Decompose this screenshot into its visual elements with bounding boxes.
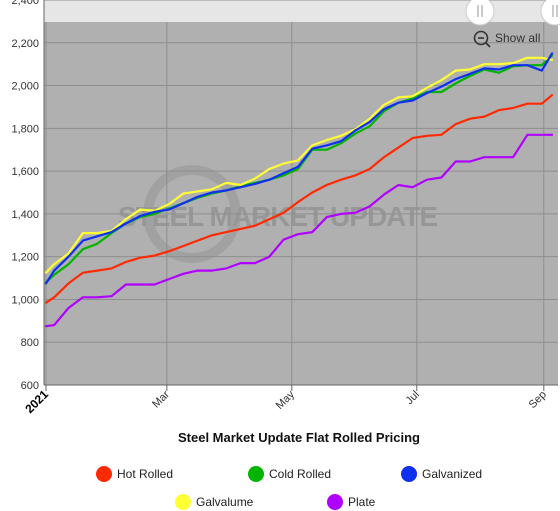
- show-all-button[interactable]: Show all: [473, 30, 541, 48]
- navigator-handle-icon[interactable]: [540, 0, 560, 26]
- series-line-hot-rolled[interactable]: [44, 94, 554, 304]
- series-line-galvalume[interactable]: [44, 56, 554, 274]
- legend-label: Galvalume: [196, 495, 254, 509]
- y-tick-label: 1,200: [11, 252, 39, 264]
- y-axis: 600 800 1,000 1,200 1,400 1,600 1,800 2,000 2,20…: [11, 0, 45, 392]
- x-tick-label: May: [274, 388, 298, 412]
- x-axis: 2021 Mar May Jul Sep: [22, 384, 558, 416]
- legend: Hot Rolled Cold Rolled Galvanized Galvalume…: [96, 466, 482, 510]
- legend-marker: [248, 466, 264, 482]
- legend-item-galvanized[interactable]: Galvanized: [401, 466, 482, 482]
- y-tick-label: 2,200: [11, 38, 39, 50]
- grid-layer: [44, 0, 558, 385]
- zoom-out-icon[interactable]: [473, 30, 489, 46]
- chart-title: Steel Market Update Flat Rolled Pricing: [178, 430, 420, 445]
- legend-marker: [327, 494, 343, 510]
- series-line-galvanized[interactable]: [44, 52, 554, 285]
- legend-label: Galvanized: [422, 467, 482, 481]
- y-tick-label: 800: [21, 337, 39, 349]
- x-tick-label: Sep: [527, 389, 549, 411]
- legend-marker: [401, 466, 417, 482]
- legend-label: Hot Rolled: [117, 467, 173, 481]
- series-layer: [44, 52, 554, 328]
- y-tick-label: 600: [21, 380, 39, 392]
- navigator-handle-icon[interactable]: [465, 0, 495, 26]
- navigator-handle-right[interactable]: [540, 0, 560, 26]
- show-all-label[interactable]: Show all: [495, 31, 540, 45]
- navigator-bar[interactable]: [44, 0, 558, 22]
- legend-marker: [96, 466, 112, 482]
- navigator-handle-left[interactable]: [465, 0, 495, 26]
- legend-label: Plate: [348, 495, 376, 509]
- y-tick-label: 1,600: [11, 166, 39, 178]
- legend-marker: [175, 494, 191, 510]
- y-tick-label: 1,400: [11, 209, 39, 221]
- legend-item-cold-rolled[interactable]: Cold Rolled: [248, 466, 331, 482]
- x-tick-label: Jul: [403, 389, 421, 407]
- x-tick-label: Mar: [150, 388, 172, 410]
- watermark-text: STEEL MARKET UPDATE: [118, 201, 437, 232]
- legend-item-plate[interactable]: Plate: [327, 494, 376, 510]
- y-tick-label: 2,400: [11, 0, 39, 7]
- series-line-plate[interactable]: [44, 133, 554, 328]
- legend-item-galvalume[interactable]: Galvalume: [175, 494, 254, 510]
- plot-background: [44, 0, 558, 385]
- legend-label: Cold Rolled: [269, 467, 331, 481]
- y-tick-label: 2,000: [11, 81, 39, 93]
- legend-item-hot-rolled[interactable]: Hot Rolled: [96, 466, 173, 482]
- y-tick-label: 1,800: [11, 123, 39, 135]
- y-tick-label: 1,000: [11, 294, 39, 306]
- zoom-out-handle: [485, 42, 491, 48]
